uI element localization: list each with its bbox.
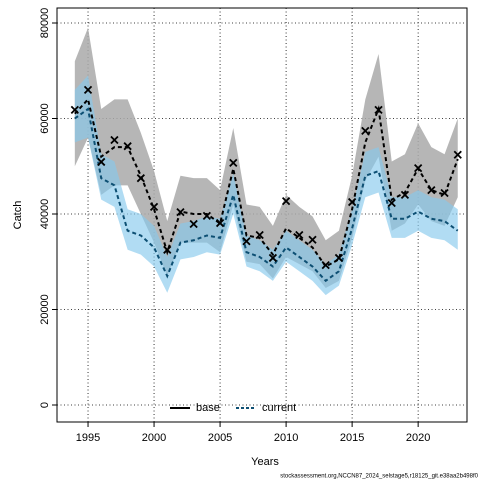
- observation-marker: [427, 185, 436, 195]
- observation-marker: [374, 105, 383, 115]
- observation-marker: [321, 260, 330, 270]
- observation-marker: [295, 230, 304, 240]
- observation-marker: [70, 105, 79, 115]
- legend-label: base: [196, 402, 220, 414]
- observation-marker: [123, 142, 132, 151]
- footer: stockassessment.org,NCCN87_2024_selstage…: [280, 474, 478, 480]
- observation-marker: [361, 126, 370, 136]
- observation-marker: [215, 218, 225, 228]
- observation-marker: [387, 198, 396, 208]
- observation-marker: [255, 230, 264, 240]
- x-tick-label: 2005: [208, 432, 232, 444]
- observation-marker: [281, 196, 291, 206]
- observation-marker: [163, 245, 172, 254]
- confidence-band: [74, 75, 458, 296]
- x-tick-label: 2015: [340, 432, 364, 444]
- observation-marker: [202, 211, 212, 221]
- observation-marker: [242, 237, 251, 246]
- observation-marker: [334, 253, 344, 263]
- observation-marker: [347, 197, 357, 207]
- y-tick-label: 60000: [39, 103, 51, 134]
- y-tick-label: 40000: [39, 199, 51, 230]
- x-axis-label: Years: [251, 456, 279, 468]
- y-tick-label: 0: [39, 402, 51, 408]
- x-tick-label: 1995: [76, 432, 100, 444]
- series-line: [74, 107, 459, 283]
- observation-marker: [176, 207, 185, 217]
- x-tick-label: 2020: [406, 432, 430, 444]
- y-tick-label: 80000: [39, 8, 51, 39]
- observation-marker: [189, 219, 198, 229]
- observation-marker: [83, 85, 93, 94]
- observation-marker: [268, 253, 278, 263]
- plot-frame: [56, 7, 468, 423]
- observation-marker: [110, 135, 119, 145]
- observation-marker: [229, 158, 238, 168]
- observation-marker: [453, 150, 462, 159]
- series-line: [74, 97, 459, 268]
- observation-marker: [400, 190, 410, 200]
- observation-marker: [414, 164, 423, 173]
- legend-label: current: [262, 402, 296, 414]
- observation-marker: [440, 188, 449, 198]
- observation-marker: [308, 235, 317, 244]
- observation-marker: [149, 202, 159, 211]
- x-tick-label: 2000: [142, 432, 166, 444]
- observation-marker: [97, 157, 106, 167]
- y-axis-label: Catch: [12, 201, 24, 230]
- x-tick-label: 2010: [274, 432, 298, 444]
- confidence-band: [74, 27, 458, 289]
- y-tick-label: 20000: [39, 294, 51, 325]
- observation-marker: [136, 174, 145, 183]
